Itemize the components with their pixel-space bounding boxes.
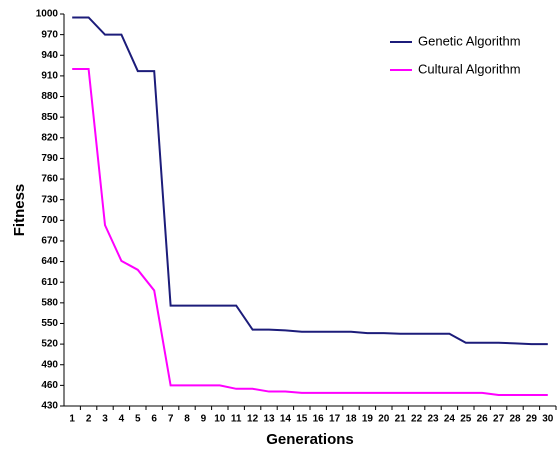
x-tick-label: 17 xyxy=(329,414,341,425)
x-tick-label: 25 xyxy=(460,414,472,425)
x-tick-label: 2 xyxy=(86,414,92,425)
x-tick-label: 24 xyxy=(444,414,456,425)
y-tick-label: 880 xyxy=(41,91,58,102)
y-tick-label: 490 xyxy=(41,359,58,370)
x-tick-label: 27 xyxy=(493,414,505,425)
y-tick-label: 970 xyxy=(41,29,58,40)
y-tick-label: 760 xyxy=(41,174,58,185)
x-tick-label: 10 xyxy=(214,414,226,425)
y-tick-label: 820 xyxy=(41,132,58,143)
x-tick-label: 15 xyxy=(296,414,308,425)
y-tick-label: 580 xyxy=(41,297,58,308)
legend-label: Genetic Algorithm xyxy=(418,33,521,48)
y-tick-label: 700 xyxy=(41,215,58,226)
y-tick-label: 730 xyxy=(41,194,58,205)
y-tick-label: 460 xyxy=(41,380,58,391)
y-tick-label: 940 xyxy=(41,50,58,61)
line-series xyxy=(72,68,548,396)
x-tick-label: 23 xyxy=(427,414,439,425)
x-tick-label: 4 xyxy=(119,414,125,425)
x-tick-label: 20 xyxy=(378,414,390,425)
x-tick-label: 5 xyxy=(135,414,141,425)
x-tick-label: 29 xyxy=(526,414,538,425)
x-tick-label: 12 xyxy=(247,414,259,425)
x-tick-label: 30 xyxy=(542,414,554,425)
x-tick-label: 16 xyxy=(313,414,325,425)
x-tick-label: 21 xyxy=(395,414,407,425)
y-tick-label: 430 xyxy=(41,401,58,412)
y-tick-label: 910 xyxy=(41,71,58,82)
x-tick-label: 8 xyxy=(184,414,190,425)
line-series xyxy=(72,16,548,346)
legend-label: Cultural Algorithm xyxy=(418,61,521,76)
y-tick-label: 550 xyxy=(41,318,58,329)
x-tick-label: 11 xyxy=(231,414,242,425)
x-axis-title: Generations xyxy=(266,431,354,448)
y-axis-title: Fitness xyxy=(11,184,28,237)
y-tick-label: 1000 xyxy=(36,9,59,20)
x-tick-label: 26 xyxy=(477,414,489,425)
x-tick-label: 14 xyxy=(280,414,292,425)
x-tick-label: 13 xyxy=(263,414,275,425)
y-tick-label: 850 xyxy=(41,112,58,123)
x-tick-label: 19 xyxy=(362,414,374,425)
x-tick-label: 7 xyxy=(168,414,174,425)
x-tick-label: 1 xyxy=(69,414,75,425)
x-tick-label: 18 xyxy=(345,414,357,425)
x-tick-label: 9 xyxy=(201,414,207,425)
x-tick-label: 6 xyxy=(151,414,157,425)
y-tick-label: 640 xyxy=(41,256,58,267)
y-tick-label: 520 xyxy=(41,339,58,350)
y-tick-label: 670 xyxy=(41,236,58,247)
y-tick-label: 610 xyxy=(41,277,58,288)
y-tick-label: 790 xyxy=(41,153,58,164)
x-tick-label: 3 xyxy=(102,414,108,425)
x-tick-label: 22 xyxy=(411,414,423,425)
x-tick-label: 28 xyxy=(509,414,521,425)
